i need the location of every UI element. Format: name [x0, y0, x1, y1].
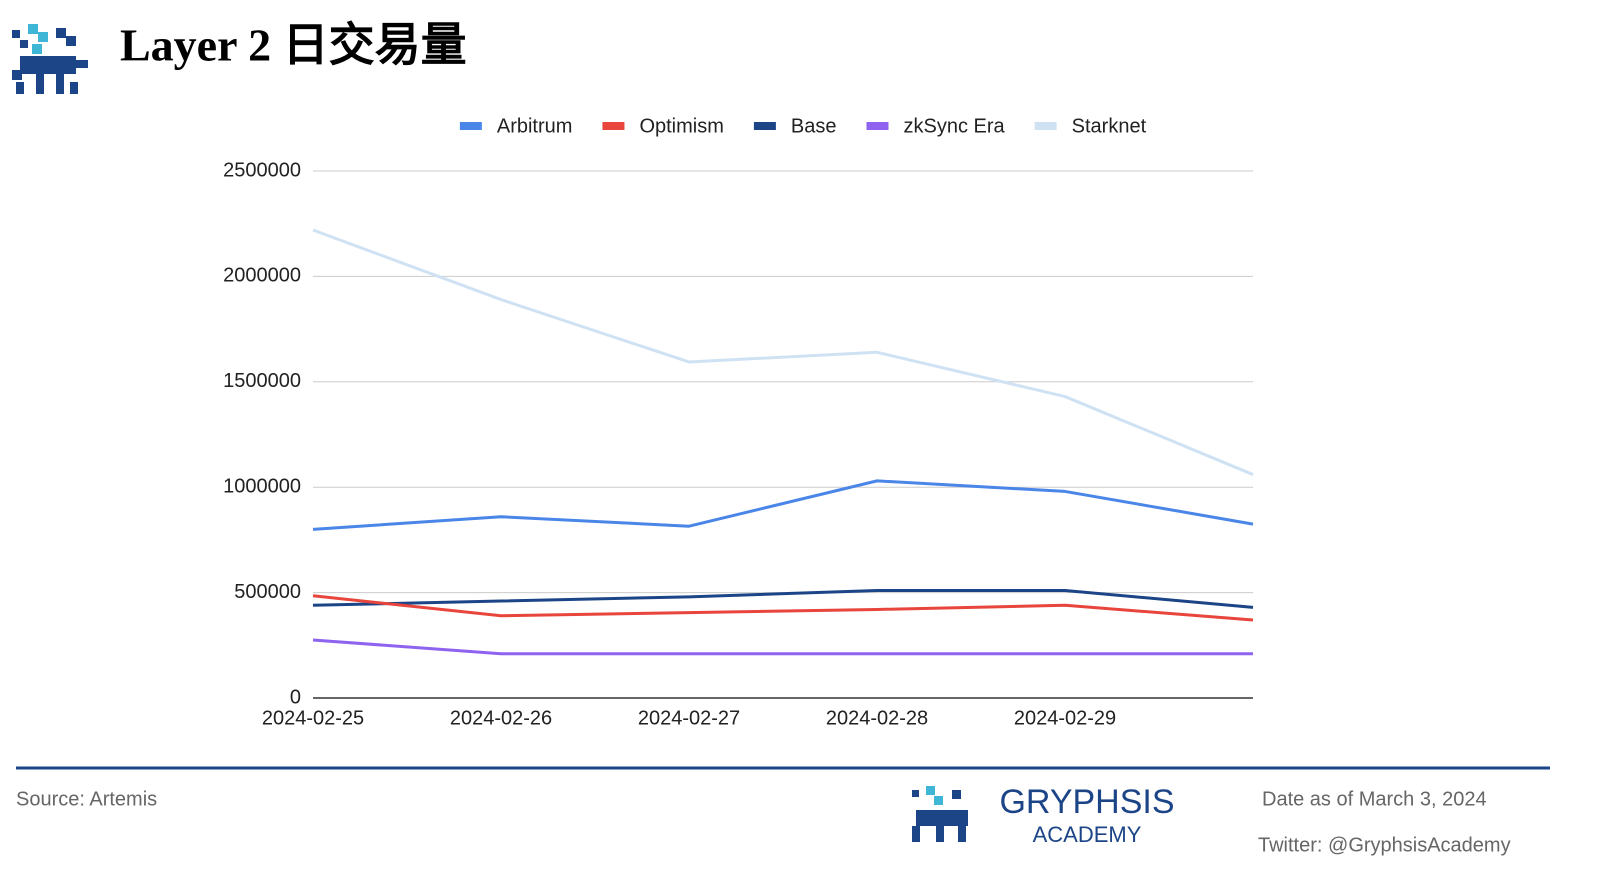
legend-swatch [866, 122, 889, 130]
legend-label: zkSync Era [903, 115, 1005, 137]
legend-swatch [753, 122, 776, 130]
brand-name: GRYPHSIS [999, 783, 1174, 821]
legend-label: Base [791, 115, 837, 137]
x-tick-label: 2024-02-26 [450, 707, 552, 729]
y-tick-label: 1500000 [223, 370, 301, 392]
series-line [312, 638, 1253, 656]
chart-title: Layer 2 日交易量 [120, 20, 467, 71]
series-line [312, 594, 1254, 622]
y-tick-label: 500000 [234, 581, 301, 603]
series-line [312, 479, 1254, 531]
y-tick-label: 1000000 [223, 475, 301, 497]
source: Source: Artemis [16, 788, 157, 810]
legend-swatch [459, 122, 482, 130]
legend-label: Arbitrum [497, 115, 573, 137]
y-tick-label: 2000000 [223, 265, 301, 287]
logo [12, 24, 88, 94]
y-tick-label: 2500000 [223, 159, 301, 181]
legend-swatch [602, 122, 625, 130]
x-tick-label: 2024-02-29 [1014, 707, 1116, 729]
legend: Arbitrum Optimism Base zkSync Era Starknet [459, 115, 1147, 137]
brand-logo [912, 786, 968, 842]
brand-sub: ACADEMY [1033, 822, 1142, 847]
date-note: Date as of March 3, 2024 [1262, 788, 1487, 810]
y-tick-label: 0 [290, 686, 301, 708]
legend-swatch [1034, 122, 1057, 130]
series-line [312, 228, 1254, 476]
legend-label: Starknet [1072, 115, 1147, 137]
legend-label: Optimism [639, 115, 723, 137]
x-tick-label: 2024-02-25 [262, 707, 364, 729]
twitter: Twitter: @GryphsisAcademy [1258, 834, 1511, 856]
x-tick-label: 2024-02-27 [638, 707, 740, 729]
series-line [312, 588, 1254, 609]
x-tick-label: 2024-02-28 [826, 707, 928, 729]
